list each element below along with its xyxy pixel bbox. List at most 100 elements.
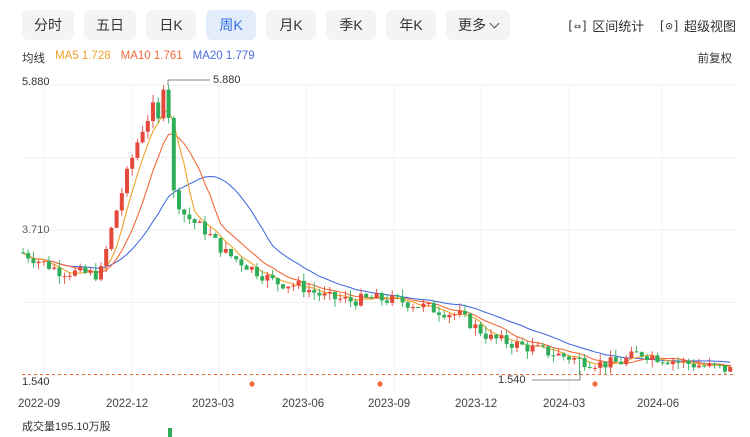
candle [426, 302, 431, 307]
candle [281, 283, 285, 290]
tab-monthly[interactable]: 月K [266, 10, 316, 40]
interval-stats-button[interactable]: [⇔] 区间统计 [567, 16, 645, 35]
candle [57, 259, 62, 284]
tab-more[interactable]: 更多 [446, 10, 510, 40]
candle [244, 264, 249, 270]
tab-label: 月K [279, 17, 303, 33]
candle [104, 245, 109, 273]
candle [369, 294, 374, 299]
tab-label: 五日 [96, 17, 124, 33]
candle [473, 319, 478, 336]
candle [62, 272, 67, 284]
candle [333, 291, 337, 308]
tab-daily[interactable]: 日K [146, 10, 196, 40]
candle [161, 85, 166, 122]
ma10-value: MA10 1.761 [120, 50, 183, 62]
candle [577, 353, 582, 375]
volume-label: 成交量195.10万股 [22, 421, 111, 433]
candle [681, 357, 686, 368]
candle [145, 114, 150, 139]
candle [671, 359, 675, 371]
candle [130, 154, 135, 176]
x-tick: 2024-06 [637, 398, 680, 410]
tab-yearly[interactable]: 年K [386, 10, 436, 40]
candle [379, 291, 384, 306]
candle [52, 263, 57, 271]
candle [702, 362, 707, 368]
candle [26, 249, 31, 263]
candle [686, 358, 691, 371]
candle [296, 276, 301, 290]
candle [156, 97, 161, 123]
candle [140, 125, 145, 144]
tab-quarterly[interactable]: 季K [326, 10, 376, 40]
event-dot [249, 381, 255, 387]
candle [78, 263, 83, 273]
high-marker-line [167, 79, 210, 85]
candle [504, 330, 509, 349]
candle [99, 262, 103, 282]
candle [36, 259, 41, 270]
candle [203, 215, 207, 240]
ma-legend: 均线 MA5 1.728 MA10 1.761 MA20 1.779 [22, 50, 255, 66]
ma-label: 均线 [22, 53, 45, 65]
candle [598, 354, 603, 375]
candle [707, 357, 712, 368]
candle [291, 282, 296, 291]
candle [67, 272, 72, 281]
candle [374, 289, 379, 299]
candle [650, 351, 655, 368]
period-tabs: 分时 五日 日K 周K 月K 季K 年K 更多 [22, 10, 510, 40]
adjust-mode[interactable]: 前复权 [697, 53, 733, 65]
candle [551, 347, 556, 362]
candle [593, 365, 597, 372]
candle [41, 260, 46, 266]
candle [421, 299, 426, 312]
candle [603, 361, 608, 375]
candle [109, 226, 114, 251]
candle [229, 248, 233, 259]
candle [447, 312, 452, 324]
candle [405, 301, 410, 312]
candle [567, 354, 571, 364]
candle [213, 232, 218, 239]
candle [275, 277, 280, 292]
tab-label: 更多 [458, 17, 486, 33]
candle [223, 242, 228, 254]
candle [697, 358, 701, 369]
candle [535, 341, 540, 347]
candle [197, 219, 202, 224]
x-tick: 2023-09 [368, 398, 411, 410]
candle [655, 352, 660, 363]
tab-intraday[interactable]: 分时 [22, 10, 74, 40]
x-tick: 2023-06 [282, 398, 325, 410]
candle [416, 306, 421, 308]
candle [463, 304, 467, 318]
super-view-button[interactable]: [⊙] 超级视图 [658, 16, 736, 35]
candle [411, 303, 415, 312]
candle [489, 328, 493, 342]
candle [359, 288, 363, 307]
tab-five-day[interactable]: 五日 [84, 10, 136, 40]
candle [239, 256, 244, 272]
candle [265, 272, 270, 288]
candle [525, 341, 530, 359]
candle [208, 227, 213, 237]
volume-bar [168, 428, 172, 437]
price-bottom: 1.540 [22, 376, 50, 388]
candle [47, 255, 51, 271]
candle [660, 361, 665, 366]
candle [676, 357, 681, 370]
candle [343, 290, 348, 303]
candle [353, 298, 358, 310]
candle [494, 333, 499, 345]
candle [468, 312, 473, 330]
tab-weekly[interactable]: 周K [206, 10, 256, 40]
candle [723, 365, 727, 375]
candle [270, 269, 275, 281]
candle [541, 342, 545, 349]
candles [21, 85, 733, 375]
candle [478, 321, 483, 337]
candle [187, 207, 192, 224]
candle [520, 338, 525, 346]
